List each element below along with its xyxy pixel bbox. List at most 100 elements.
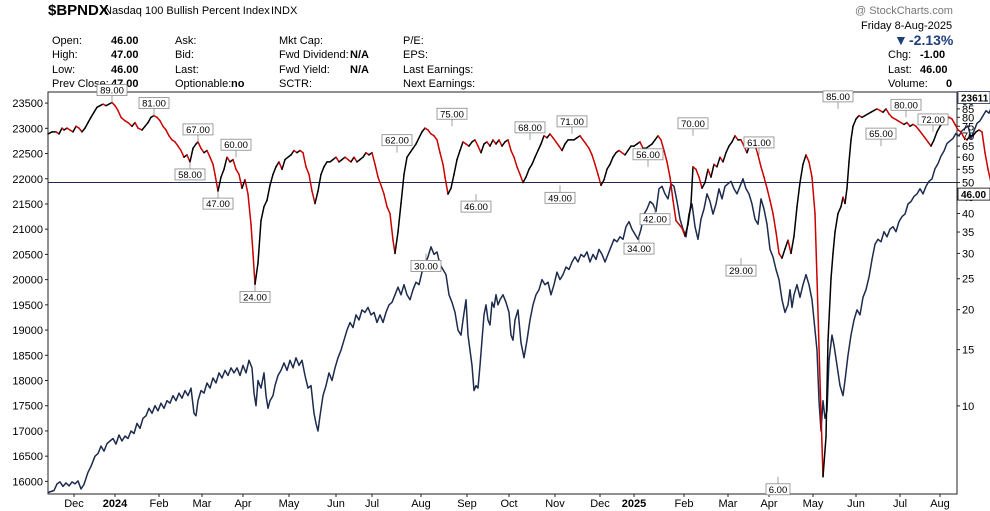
- point-label: 80.00: [894, 100, 918, 111]
- bpi-segment: [117, 109, 122, 119]
- bpi-segment: [513, 156, 518, 168]
- fwd-dividend-label: Fwd Dividend:: [279, 49, 349, 61]
- bpi-segment: [459, 141, 464, 152]
- bpi-segment: [555, 141, 560, 147]
- bpi-segment: [915, 125, 920, 131]
- bpi-segment: [486, 141, 491, 147]
- high-label: High:: [52, 49, 78, 61]
- point-label: 89.00: [100, 86, 124, 97]
- bpi-segment: [180, 149, 185, 158]
- point-label-box: [743, 136, 775, 149]
- last-value: 46.00: [920, 64, 948, 76]
- bpi-segment: [585, 143, 590, 150]
- bpi-segment: [846, 161, 850, 189]
- x-tick-label: Mar: [719, 498, 738, 510]
- bpi-segment: [87, 116, 92, 124]
- bpi-segment: [639, 141, 644, 150]
- bpi-segment: [217, 176, 222, 192]
- point-label: 46.00: [464, 202, 488, 213]
- point-label: 49.00: [548, 193, 572, 204]
- bpi-segment: [433, 135, 438, 141]
- bpi-segment: [921, 133, 926, 139]
- x-tick-label: Dec: [590, 498, 610, 510]
- bid-label: Bid:: [175, 49, 194, 61]
- bpi-segment: [579, 135, 584, 141]
- bpi-segment: [734, 135, 739, 141]
- right-tick-label: 25: [962, 274, 974, 286]
- bpi-segment: [675, 219, 680, 226]
- point-label: 72.00: [921, 115, 945, 126]
- left-tick-label: 17000: [12, 426, 43, 438]
- bpi-segment: [168, 135, 173, 141]
- right-tick-label: 10: [962, 401, 974, 413]
- bpi-segment: [757, 154, 762, 168]
- bpi-segment: [403, 156, 408, 176]
- bpi-segment: [698, 176, 703, 189]
- bpi-segment: [951, 118, 956, 126]
- bpi-segment: [627, 145, 632, 152]
- bpi-segment: [597, 173, 602, 187]
- x-tick-label: Oct: [500, 498, 517, 510]
- bpi-segment: [537, 143, 542, 152]
- bpi-segment: [498, 139, 503, 147]
- fwd-dividend-value: N/A: [350, 49, 369, 61]
- bpi-segment: [311, 190, 316, 205]
- left-tick-label: 16000: [12, 476, 43, 488]
- bpi-segment: [731, 135, 736, 143]
- bpi-segment: [156, 116, 161, 122]
- bpi-segment: [802, 154, 807, 166]
- point-label: 56.00: [636, 150, 660, 161]
- bpi-segment: [722, 151, 727, 163]
- point-label: 68.00: [518, 123, 542, 134]
- mkt-cap-label: Mkt Cap:: [279, 35, 324, 47]
- bpi-segment: [552, 137, 557, 143]
- bpi-segment: [314, 190, 319, 205]
- bpi-segment: [323, 161, 328, 168]
- ask-label: Ask:: [175, 35, 197, 47]
- bpi-segment: [269, 173, 274, 187]
- bpi-segment: [966, 135, 971, 141]
- bpi-segment: [531, 156, 536, 166]
- bpi-segment: [666, 161, 671, 178]
- bpi-segment: [924, 137, 929, 143]
- left-tick-label: 20500: [12, 249, 43, 261]
- volume-label: Volume:: [888, 78, 928, 90]
- bpi-segment: [477, 145, 482, 154]
- bpi-segment: [984, 151, 989, 171]
- bpi-segment: [489, 139, 494, 147]
- bpi-segment: [830, 252, 834, 280]
- bpi-segment: [740, 139, 745, 147]
- bpi-segment: [972, 131, 977, 137]
- chg-label: Chg:: [888, 49, 912, 61]
- bpi-segment: [793, 205, 798, 237]
- bpi-segment: [450, 173, 455, 189]
- bpi-segment: [822, 436, 827, 478]
- x-tick-label: Jul: [893, 498, 907, 510]
- bpi-segment: [254, 262, 259, 286]
- point-label-box: [182, 123, 214, 136]
- watermark: @ StockCharts.com: [855, 5, 953, 17]
- bpi-segment: [790, 235, 795, 255]
- bpi-segment: [377, 176, 382, 187]
- x-tick-label: Jun: [847, 498, 865, 510]
- bpi-segment: [260, 205, 265, 222]
- series-nasdaq-100-line: [47, 108, 990, 494]
- bpi-segment: [701, 181, 706, 189]
- bpi-segment: [90, 111, 95, 119]
- bpi-segment: [760, 166, 765, 178]
- bpi-segment: [114, 104, 119, 112]
- bpi-segment: [844, 187, 848, 205]
- bpi-segment: [58, 127, 63, 135]
- x-tick-label: Jul: [365, 498, 379, 510]
- bpi-segment: [704, 168, 709, 184]
- open-label: Open:: [52, 35, 82, 47]
- bpi-segment: [383, 193, 388, 208]
- bpi-segment: [281, 158, 286, 171]
- chart-header: $BPNDX Nasdaq 100 Bullish Percent Index …: [0, 0, 990, 92]
- x-tick-label: 2024: [103, 498, 128, 510]
- bpi-segment: [591, 154, 596, 166]
- point-label: 34.00: [627, 244, 651, 255]
- bpi-segment: [918, 129, 923, 135]
- last-overlay-marker-box: [957, 91, 990, 104]
- point-label-box: [632, 148, 664, 161]
